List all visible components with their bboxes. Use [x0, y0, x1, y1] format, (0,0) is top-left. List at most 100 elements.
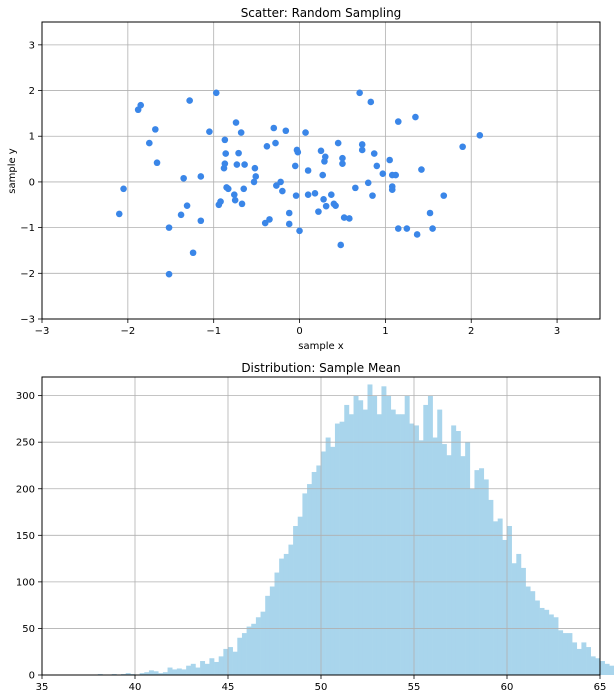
- histogram-bar: [390, 409, 396, 675]
- scatter-point: [339, 154, 346, 162]
- histogram-bar: [269, 586, 275, 675]
- scatter-point: [237, 129, 245, 136]
- scatter-point: [358, 146, 366, 154]
- scatter-point: [177, 211, 185, 219]
- histogram-bar: [465, 442, 471, 675]
- histogram-bar: [437, 409, 443, 675]
- scatter-point: [285, 209, 293, 217]
- scatter-point: [251, 164, 259, 172]
- histogram-bar: [595, 658, 601, 675]
- scatter-points: [115, 89, 484, 278]
- scatter-y-label: sample y: [7, 148, 18, 194]
- histogram-bar: [214, 661, 219, 675]
- scatter-point: [315, 208, 322, 215]
- histogram-bar: [297, 516, 303, 675]
- histogram-bar: [344, 404, 350, 675]
- histogram-bar: [418, 440, 424, 675]
- histogram-bar: [274, 572, 280, 675]
- scatter-y-tick-label: 1: [29, 132, 35, 143]
- histogram-bar: [339, 421, 345, 675]
- histogram-bar: [604, 663, 610, 675]
- scatter-plot-area: [41, 21, 601, 320]
- histogram-y-tick-label: 0: [29, 671, 35, 682]
- histogram-bar: [348, 414, 354, 675]
- histogram-bar: [553, 617, 559, 675]
- scatter-x-tick-label: 0: [296, 326, 302, 337]
- scatter-point: [392, 171, 399, 179]
- histogram-y-tick-label: 150: [16, 531, 35, 542]
- scatter-point: [224, 185, 232, 193]
- scatter-point: [165, 270, 173, 278]
- scatter-point: [296, 227, 303, 235]
- histogram-bar: [218, 656, 224, 675]
- histogram-bar: [530, 591, 536, 675]
- scatter-point: [233, 161, 241, 168]
- histogram-bar: [455, 431, 461, 675]
- scatter-point: [370, 150, 378, 157]
- histogram-bar: [511, 563, 517, 675]
- histogram-y-tick-label: 200: [16, 484, 35, 495]
- histogram-bar: [148, 670, 154, 675]
- histogram-title: Distribution: Sample Mean: [241, 361, 400, 375]
- histogram-bar: [609, 665, 614, 675]
- scatter-point: [320, 195, 327, 203]
- scatter-point: [235, 149, 242, 157]
- scatter-point: [189, 249, 197, 257]
- histogram-bar: [493, 521, 498, 675]
- histogram-bar: [223, 648, 229, 675]
- scatter-point: [346, 215, 353, 222]
- scatter-point: [273, 182, 280, 189]
- histogram-bar: [255, 617, 261, 675]
- scatter-point: [373, 162, 381, 170]
- histogram-x-tick-label: 35: [36, 682, 49, 693]
- scatter-y-ticks: −3 −2 −1 0 1 2 3: [20, 40, 42, 326]
- histogram-bar: [516, 553, 522, 675]
- scatter-point: [266, 216, 273, 223]
- histogram-y-tick-label: 300: [16, 391, 35, 402]
- histogram-bar: [600, 661, 605, 675]
- scatter-point: [221, 160, 229, 167]
- scatter-point: [241, 161, 248, 168]
- scatter-point: [304, 167, 312, 174]
- scatter-point: [413, 231, 421, 238]
- scatter-point: [426, 209, 434, 217]
- scatter-point: [120, 185, 127, 193]
- scatter-point: [146, 139, 153, 147]
- histogram-bar: [358, 400, 364, 675]
- histogram-bar: [172, 669, 178, 675]
- histogram-bar: [204, 663, 210, 675]
- histogram-bar: [176, 668, 182, 675]
- histogram-bar: [376, 414, 382, 675]
- histogram-bar: [534, 600, 540, 675]
- histogram-bar: [474, 470, 480, 675]
- histogram-bar: [414, 425, 419, 675]
- scatter-point: [358, 141, 366, 148]
- histogram-bar: [279, 558, 285, 675]
- scatter-point: [250, 178, 258, 186]
- histogram-bar: [283, 553, 289, 675]
- scatter-x-tick-label: −2: [120, 326, 135, 337]
- histogram-bar: [288, 544, 294, 675]
- histogram-bar: [153, 671, 159, 675]
- scatter-point: [252, 173, 260, 180]
- histogram-bar: [441, 444, 447, 675]
- scatter-point: [440, 192, 448, 199]
- histogram-bar: [311, 471, 317, 675]
- histogram-bar: [581, 642, 587, 675]
- histogram-bar: [460, 456, 466, 675]
- scatter-point: [386, 156, 393, 164]
- histogram-panel: Distribution: Sample Mean 35 40 45 50 55 60 65…: [16, 361, 614, 693]
- histogram-bar: [162, 672, 168, 675]
- scatter-point: [197, 173, 205, 180]
- histogram-bar: [558, 630, 564, 675]
- histogram-bar: [381, 386, 387, 675]
- scatter-point: [302, 129, 309, 136]
- scatter-point: [206, 128, 213, 135]
- scatter-point: [240, 185, 248, 193]
- scatter-point: [429, 225, 436, 232]
- scatter-point: [319, 171, 327, 179]
- histogram-bar: [451, 425, 457, 675]
- scatter-y-tick-label: 3: [29, 40, 35, 51]
- scatter-point: [282, 127, 290, 135]
